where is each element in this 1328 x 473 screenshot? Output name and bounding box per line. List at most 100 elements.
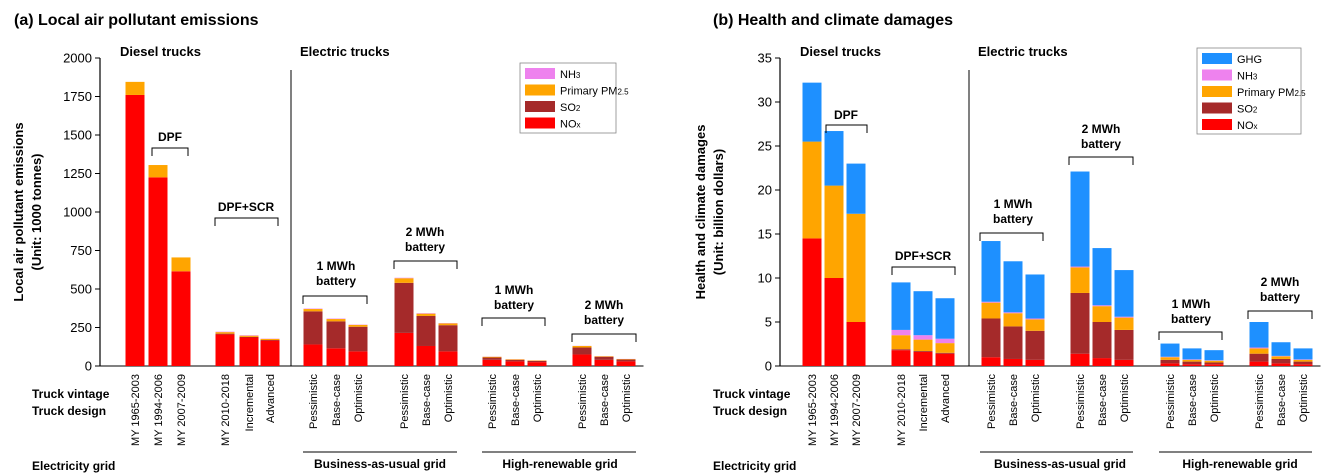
x-category-label: MY 1994-2006 [153, 374, 165, 446]
annotation-label: battery [584, 313, 624, 327]
bar-segment-so2 [239, 336, 259, 338]
bar-segment-so2 [616, 359, 636, 362]
annotation-bracket [1247, 310, 1313, 319]
x-category-label: Pessimistic [399, 374, 411, 430]
bar-segment-primary-pm2-5 [148, 165, 168, 178]
bar-segment-ghg [891, 282, 911, 330]
legend-label: Primary PM2.5 [560, 86, 629, 98]
annotation-label: battery [1081, 137, 1121, 151]
bar-segment-so2 [438, 325, 458, 352]
bar-segment-so2 [348, 326, 368, 352]
bar-segment-ghg [1271, 342, 1291, 356]
bar-segment-so2 [935, 352, 955, 354]
bar-segment-so2 [594, 356, 614, 360]
x-category-label: Optimistic [443, 374, 455, 423]
row-label-vintage: Truck vintage [32, 387, 110, 401]
bar-segment-primary-pm2-5 [1293, 359, 1313, 362]
y-tick-label: 0 [85, 359, 92, 374]
bar-segment-so2 [1160, 359, 1180, 364]
annotation-label: 2 MWh [1261, 275, 1300, 289]
bar-segment-nox [802, 238, 822, 366]
annotation-bracket [481, 317, 546, 326]
bar-segment-ghg [802, 82, 822, 142]
bar-segment-nox [572, 354, 592, 366]
bar-segment-so2 [1293, 361, 1313, 365]
x-category-label: Optimistic [532, 374, 544, 423]
bar-segment-nox [215, 334, 235, 366]
bar-segment-primary-pm2-5 [303, 309, 323, 312]
x-category-label: Base-case [599, 374, 611, 426]
annotation-label: battery [405, 240, 445, 254]
y-tick-label: 25 [758, 139, 772, 154]
bar-segment-nox [981, 357, 1001, 366]
y-tick-label: 15 [758, 227, 772, 242]
chart-panel-b: (b) Health and climate damages 0 5 10 15 20 25… [693, 12, 1321, 473]
bar-segment-primary-pm2-5 [1070, 267, 1090, 293]
bar-segment-nh3 [1070, 266, 1090, 268]
bar-segment-primary-pm2-5 [846, 213, 866, 322]
bar-segment-so2 [326, 321, 346, 349]
x-category-label: Pessimistic [487, 374, 499, 430]
bar-segment-so2 [891, 349, 911, 351]
y-axis-title: Local air pollutant emissions [11, 122, 26, 301]
bar-segment-primary-pm2-5 [215, 332, 235, 334]
bar-segment-nox [1293, 364, 1313, 366]
x-category-label: Optimistic [1209, 374, 1221, 423]
bar-segment-ghg [824, 131, 844, 186]
panel-title: (b) Health and climate damages [713, 12, 953, 29]
annotation-label: battery [993, 212, 1033, 226]
legend-swatch [525, 101, 555, 112]
bar-segment-nox [594, 359, 614, 366]
y-tick-label: 1750 [63, 89, 92, 104]
bar-segment-primary-pm2-5 [482, 356, 502, 358]
bar-segment-ghg [1025, 274, 1045, 319]
bar-segment-nox [260, 340, 280, 366]
bar-segment-nox [1271, 363, 1291, 366]
bar-segment-nox [505, 361, 525, 366]
bar-segment-nh3 [935, 338, 955, 344]
bar-segment-nox [125, 94, 145, 367]
annotation-label: battery [494, 298, 534, 312]
legend-swatch [525, 84, 555, 96]
bar-segment-primary-pm2-5 [239, 335, 259, 337]
annotation-label: 2 MWh [585, 298, 624, 312]
legend-swatch [1202, 53, 1232, 64]
bar-segment-so2 [303, 311, 323, 345]
panel-title: (a) Local air pollutant emissions [14, 12, 259, 29]
bar-segment-primary-pm2-5 [1160, 357, 1180, 360]
bar-segment-nox [482, 359, 502, 366]
bar-segment-ghg [913, 291, 933, 336]
legend-swatch [525, 117, 555, 129]
x-category-label: Optimistic [1298, 374, 1310, 423]
row-label-grid: Electricity grid [32, 459, 115, 473]
row-label-design: Truck design [32, 404, 106, 418]
bar-segment-primary-pm2-5 [1114, 317, 1134, 330]
bar-segment-nox [891, 350, 911, 366]
bar-segment-nh3 [1025, 318, 1045, 320]
x-category-label: Base-case [331, 374, 343, 426]
row-label-grid: Electricity grid [713, 459, 796, 473]
annotation-bracket [302, 295, 368, 304]
legend-swatch [1202, 69, 1232, 81]
annotation-bracket [825, 124, 868, 133]
y-tick-label: 20 [758, 183, 772, 198]
annotation-label: 1 MWh [317, 259, 356, 273]
bar-segment-nox [1182, 364, 1202, 366]
bar-segment-nox [824, 278, 844, 366]
bar-segment-primary-pm2-5 [1092, 306, 1112, 322]
bar-segment-nh3 [981, 301, 1001, 303]
bar-segment-primary-pm2-5 [125, 81, 145, 95]
legend-label: NH3 [1237, 71, 1258, 83]
bar-segment-primary-pm2-5 [1204, 360, 1224, 363]
bar-segment-nh3 [1114, 316, 1134, 318]
y-tick-label: 5 [765, 315, 772, 330]
bar-segment-primary-pm2-5 [1003, 313, 1023, 327]
legend-label: NOx [560, 119, 581, 131]
bar-segment-nh3 [1249, 347, 1269, 349]
bar-segment-so2 [505, 359, 525, 362]
bar-segment-nox [326, 348, 346, 366]
bar-segment-nh3 [1092, 305, 1112, 307]
x-category-label: Advanced [265, 374, 277, 423]
x-category-label: Optimistic [1119, 374, 1131, 423]
